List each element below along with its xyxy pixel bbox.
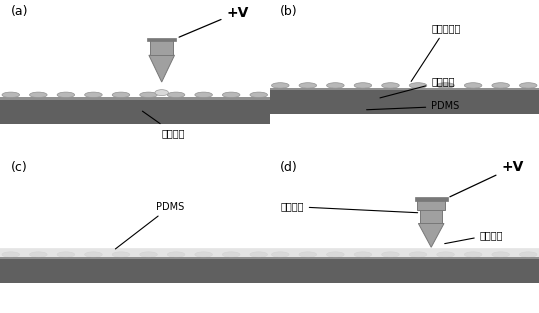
Bar — [0, 97, 270, 124]
Ellipse shape — [30, 252, 47, 257]
Text: (b): (b) — [280, 5, 298, 18]
Text: 硬质基底: 硬质基底 — [142, 111, 185, 138]
Ellipse shape — [492, 252, 509, 257]
Text: PDMS: PDMS — [115, 202, 184, 249]
Ellipse shape — [354, 252, 372, 257]
Bar — [270, 257, 539, 283]
Ellipse shape — [195, 92, 212, 98]
Bar — [270, 248, 539, 249]
Ellipse shape — [465, 252, 482, 257]
Ellipse shape — [250, 252, 267, 257]
Ellipse shape — [140, 92, 157, 98]
Ellipse shape — [520, 252, 537, 257]
Ellipse shape — [112, 92, 130, 98]
Ellipse shape — [409, 83, 427, 88]
Ellipse shape — [85, 252, 102, 257]
Bar — [0, 257, 270, 259]
Ellipse shape — [140, 252, 157, 257]
Ellipse shape — [250, 92, 267, 98]
Ellipse shape — [30, 92, 47, 98]
Ellipse shape — [299, 83, 316, 88]
Ellipse shape — [195, 252, 212, 257]
Bar — [414, 198, 448, 201]
Text: PDMS: PDMS — [367, 101, 459, 111]
Ellipse shape — [167, 252, 185, 257]
Ellipse shape — [272, 252, 289, 257]
Bar — [420, 210, 442, 223]
Text: 导电浆料: 导电浆料 — [445, 230, 503, 244]
Ellipse shape — [223, 92, 240, 98]
Ellipse shape — [409, 252, 427, 257]
Bar — [0, 97, 270, 100]
Ellipse shape — [382, 83, 399, 88]
Bar — [270, 88, 539, 90]
Ellipse shape — [155, 90, 168, 96]
Ellipse shape — [354, 83, 372, 88]
Bar — [150, 40, 173, 55]
Ellipse shape — [382, 252, 399, 257]
Bar — [270, 257, 539, 259]
Ellipse shape — [327, 83, 344, 88]
Bar — [0, 248, 270, 257]
Bar — [417, 200, 445, 210]
Ellipse shape — [299, 252, 316, 257]
Ellipse shape — [492, 83, 509, 88]
Ellipse shape — [223, 252, 240, 257]
Text: 硬质基底: 硬质基底 — [380, 76, 455, 98]
Ellipse shape — [57, 92, 74, 98]
Text: 微透镜阵列: 微透镜阵列 — [411, 23, 460, 81]
Ellipse shape — [520, 83, 537, 88]
Ellipse shape — [465, 83, 482, 88]
Ellipse shape — [2, 252, 19, 257]
Bar — [0, 248, 270, 249]
Bar — [0, 257, 270, 283]
Text: 电加热线: 电加热线 — [280, 202, 418, 213]
Text: +V: +V — [179, 6, 249, 37]
Ellipse shape — [272, 83, 289, 88]
Polygon shape — [418, 223, 444, 247]
Ellipse shape — [85, 92, 102, 98]
Bar — [270, 106, 539, 114]
Ellipse shape — [327, 252, 344, 257]
Ellipse shape — [57, 252, 74, 257]
Bar — [147, 38, 176, 42]
Bar — [270, 88, 539, 114]
Ellipse shape — [167, 92, 185, 98]
Ellipse shape — [437, 83, 454, 88]
Text: (d): (d) — [280, 161, 298, 174]
Polygon shape — [149, 55, 175, 82]
Bar — [270, 248, 539, 257]
Text: +V: +V — [450, 161, 524, 197]
Ellipse shape — [2, 92, 19, 98]
Ellipse shape — [112, 252, 130, 257]
Text: (a): (a) — [11, 5, 28, 18]
Ellipse shape — [437, 252, 454, 257]
Text: (c): (c) — [11, 161, 27, 174]
